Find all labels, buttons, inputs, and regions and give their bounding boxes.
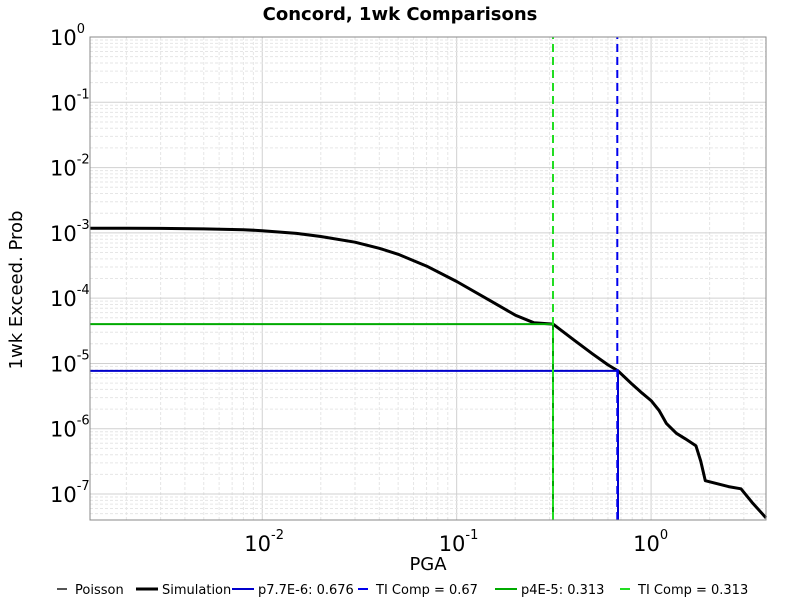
legend-label: TI Comp = 0.313 bbox=[637, 583, 748, 598]
y-tick-label: 10-3 bbox=[50, 218, 90, 246]
legend-item: p7.7E-6: 0.676 bbox=[232, 583, 354, 598]
x-tick-label: 10-2 bbox=[244, 528, 284, 556]
legend: Poisson Simulation p7.7E-6: 0.676 TI Comp =… bbox=[57, 583, 748, 598]
x-tick-label: 10-1 bbox=[439, 528, 479, 556]
legend-item: Poisson bbox=[57, 583, 124, 598]
series-layer bbox=[89, 37, 768, 520]
x-tick-label: 100 bbox=[633, 528, 668, 556]
series-line-1 bbox=[89, 226, 768, 519]
legend-label: p7.7E-6: 0.676 bbox=[258, 583, 354, 598]
y-tick-labels: 100 10-1 10-2 10-3 10-4 10-5 10-6 10-7 bbox=[50, 22, 90, 507]
legend-item: TI Comp = 0.313 bbox=[620, 583, 748, 598]
x-axis-label: PGA bbox=[409, 554, 447, 575]
x-tick-labels: 10-2 10-1 100 bbox=[244, 528, 668, 556]
legend-item: Simulation bbox=[136, 583, 231, 598]
y-tick-label: 10-1 bbox=[50, 87, 90, 115]
legend-label: Poisson bbox=[75, 583, 124, 598]
chart-title: Concord, 1wk Comparisons bbox=[263, 4, 538, 25]
legend-label: p4E-5: 0.313 bbox=[521, 583, 604, 598]
y-tick-label: 10-4 bbox=[50, 283, 90, 311]
y-tick-label: 10-2 bbox=[50, 153, 90, 181]
y-tick-label: 10-6 bbox=[50, 414, 90, 442]
grid bbox=[90, 36, 766, 521]
y-tick-label: 10-5 bbox=[50, 348, 90, 376]
legend-label: Simulation bbox=[162, 583, 231, 598]
legend-label: TI Comp = 0.67 bbox=[375, 583, 478, 598]
legend-item: TI Comp = 0.67 bbox=[358, 583, 478, 598]
legend-item: p4E-5: 0.313 bbox=[495, 583, 604, 598]
y-axis-label: 1wk Exceed. Prob bbox=[6, 211, 27, 370]
y-tick-label: 100 bbox=[50, 22, 85, 50]
y-tick-label: 10-7 bbox=[50, 479, 90, 507]
plot-border bbox=[89, 36, 767, 521]
